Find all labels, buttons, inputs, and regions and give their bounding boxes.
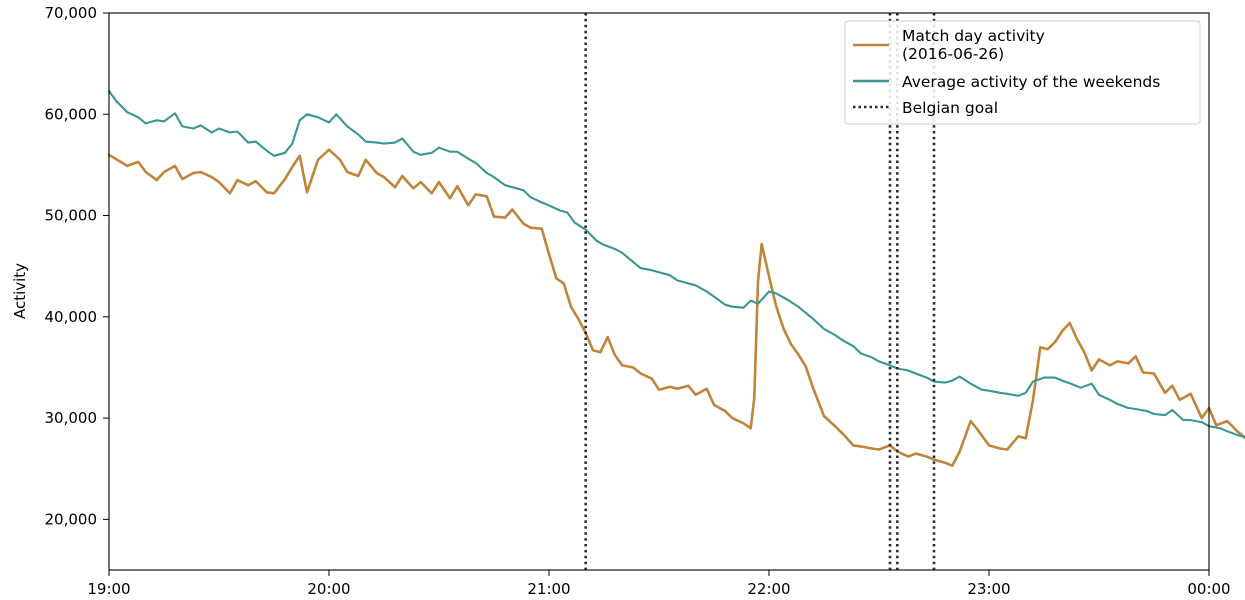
legend: Match day activity (2016-06-26) Average … bbox=[844, 20, 1201, 125]
x-tick-label: 22:00 bbox=[747, 580, 790, 598]
x-tick-label: 21:00 bbox=[527, 580, 570, 598]
x-tick-label: 20:00 bbox=[307, 580, 350, 598]
y-tick-label: 40,000 bbox=[45, 308, 98, 326]
y-tick-label: 20,000 bbox=[45, 510, 98, 528]
x-tick-label: 00:00 bbox=[1187, 580, 1230, 598]
legend-label-match-day: Match day activity (2016-06-26) bbox=[902, 27, 1050, 63]
y-tick-label: 70,000 bbox=[45, 4, 98, 22]
legend-label-weekend-average: Average activity of the weekends bbox=[902, 73, 1160, 91]
series-line-match-day bbox=[107, 148, 1245, 467]
y-axis-label: Activity bbox=[11, 263, 29, 319]
legend-label-belgian-goal: Belgian goal bbox=[902, 99, 998, 117]
y-tick-label: 30,000 bbox=[45, 409, 98, 427]
axes-frame bbox=[108, 12, 1210, 571]
y-tick-label: 50,000 bbox=[45, 207, 98, 225]
series-line-weekend-average bbox=[107, 89, 1245, 439]
x-tick-label: 19:00 bbox=[87, 580, 130, 598]
x-axis: 19:00 20:00 21:00 22:00 23:00 00:00 bbox=[87, 570, 1231, 598]
legend-box bbox=[844, 20, 1201, 125]
x-tick-label: 23:00 bbox=[967, 580, 1010, 598]
y-axis: 20,000 30,000 40,000 50,000 60,000 70,000 bbox=[45, 4, 109, 528]
y-tick-label: 60,000 bbox=[45, 105, 98, 123]
plot-area bbox=[107, 13, 1245, 570]
